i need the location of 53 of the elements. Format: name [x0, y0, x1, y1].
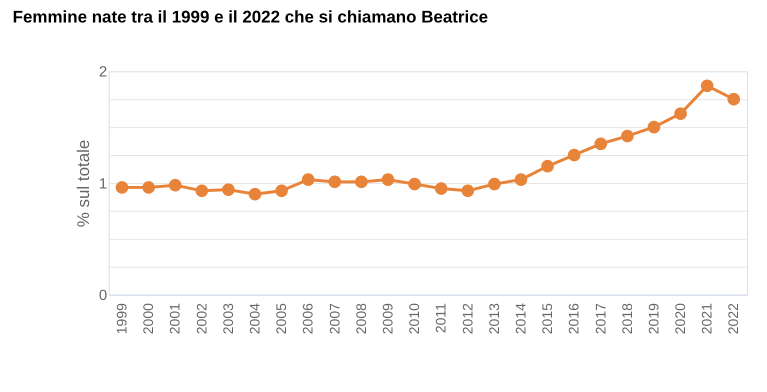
y-tick-label: 2	[98, 64, 108, 81]
x-tick-label: 2014	[512, 302, 528, 334]
point	[275, 184, 288, 198]
x-tick-label: 2004	[246, 302, 262, 334]
x-tick-label: 2011	[432, 302, 449, 334]
point	[727, 92, 740, 106]
x-tick-label: 2001	[166, 302, 183, 334]
x-tick-label: 2013	[486, 302, 502, 334]
point	[355, 176, 368, 188]
x-tick-label: 2000	[140, 302, 156, 334]
x-tick-label: 2015	[539, 302, 556, 334]
x-tick-label: 2003	[220, 302, 236, 334]
x-tick-label: 2019	[645, 302, 662, 334]
point	[328, 176, 342, 188]
x-tick-label: 2007	[326, 302, 342, 334]
y-axis-title: % sul totale	[74, 140, 93, 228]
point	[196, 184, 208, 198]
x-tick-label: 2018	[618, 302, 635, 334]
point	[222, 183, 235, 196]
chart-title: Femmine nate tra il 1999 e il 2022 che si chiamano Beatrice	[12, 7, 488, 26]
x-tick-label: 2021	[698, 302, 715, 334]
x-tick-label: 2022	[725, 302, 742, 334]
point	[488, 178, 501, 190]
point	[700, 79, 714, 92]
x-tick-label: 2008	[352, 302, 369, 334]
x-tick-label: 1999	[114, 302, 130, 334]
point	[674, 107, 687, 120]
x-tick-label: 2006	[300, 302, 316, 334]
point	[302, 173, 315, 186]
point	[541, 160, 554, 173]
point	[382, 173, 394, 186]
x-tick-label: 2002	[193, 302, 210, 334]
point	[648, 120, 660, 134]
point	[116, 181, 128, 194]
point	[434, 182, 448, 195]
x-tick-label: 2005	[273, 302, 290, 334]
point	[248, 188, 262, 200]
y-tick-label: 1	[98, 175, 108, 192]
x-tick-label: 2020	[672, 302, 688, 334]
point	[408, 178, 421, 190]
point	[142, 181, 155, 194]
y-tick-label: 0	[98, 287, 108, 304]
point	[461, 184, 474, 198]
x-tick-label: 2009	[379, 302, 396, 334]
x-tick-label: 2010	[406, 302, 422, 334]
point	[568, 148, 580, 162]
point	[621, 130, 634, 142]
x-tick-label: 2017	[592, 302, 608, 334]
point	[594, 138, 608, 150]
point	[168, 178, 182, 192]
point	[514, 173, 528, 186]
x-tick-label: 2016	[566, 302, 582, 334]
x-tick-label: 2012	[459, 302, 476, 334]
